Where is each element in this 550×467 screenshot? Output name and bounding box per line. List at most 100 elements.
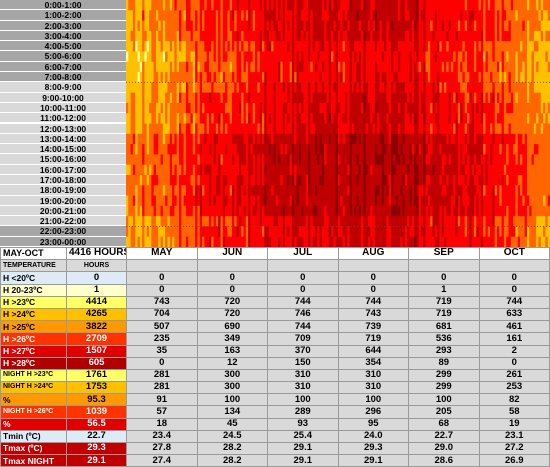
heatmap-cell xyxy=(234,113,237,124)
heatmap-cell xyxy=(130,113,134,124)
heatmap-cell xyxy=(183,164,187,176)
heatmap-cell xyxy=(266,0,270,11)
heatmap-cell xyxy=(241,10,244,21)
heatmap-cell xyxy=(416,205,420,217)
heatmap-cell xyxy=(432,61,436,73)
heatmap-cell xyxy=(391,154,394,166)
heatmap-cell xyxy=(501,30,505,42)
heatmap-cell xyxy=(225,30,228,42)
heatmap-cell xyxy=(538,72,542,83)
heatmap-cell xyxy=(441,236,445,247)
heatmap-cell xyxy=(492,51,496,63)
heatmap-cell xyxy=(287,236,290,247)
heatmap-cell xyxy=(351,133,355,145)
heatmap-cell xyxy=(303,123,307,135)
heatmap-cell xyxy=(423,236,426,247)
heatmap-cell xyxy=(314,123,318,135)
heatmap-cell xyxy=(126,92,129,104)
heatmap-cell xyxy=(423,30,426,42)
heatmap-cell xyxy=(162,164,166,176)
heatmap-cell xyxy=(455,10,459,21)
heatmap-cell xyxy=(460,226,463,238)
heatmap-cell xyxy=(183,10,187,21)
heatmap-cell xyxy=(181,195,184,207)
heatmap-cell xyxy=(476,205,479,217)
heatmap-cell xyxy=(165,226,168,238)
heatmap-cell xyxy=(506,185,509,196)
heatmap-cell xyxy=(485,216,489,227)
heatmap-cell xyxy=(248,41,251,52)
heatmap-cell xyxy=(499,0,502,11)
heatmap-cell xyxy=(326,133,330,145)
heatmap-cell xyxy=(464,10,468,21)
heatmap-cell xyxy=(476,133,479,145)
heatmap-cell xyxy=(374,123,378,135)
heatmap-cell xyxy=(257,154,261,166)
heatmap-cell xyxy=(418,226,422,238)
heatmap-cell xyxy=(232,20,235,32)
heatmap-cell xyxy=(418,102,422,114)
heatmap-cell xyxy=(245,51,249,63)
heatmap-cell xyxy=(202,72,205,83)
heatmap-cell xyxy=(457,185,461,196)
heatmap-cell xyxy=(379,0,383,11)
heatmap-cell xyxy=(222,216,226,227)
heatmap-cell xyxy=(225,195,228,207)
heatmap-cell xyxy=(229,10,233,21)
heatmap-cell xyxy=(238,82,242,94)
heatmap-cell xyxy=(160,133,164,145)
heatmap-cell xyxy=(379,144,383,155)
heatmap-cell xyxy=(301,41,304,52)
heatmap-cell xyxy=(476,236,479,247)
heatmap-cell xyxy=(425,61,429,73)
heatmap-cell xyxy=(533,226,537,238)
heatmap-cell xyxy=(395,51,399,63)
heatmap-cell xyxy=(358,20,362,32)
heatmap-cell xyxy=(324,10,327,21)
heatmap-cell xyxy=(492,61,496,73)
heatmap-cell xyxy=(167,185,171,196)
heatmap-cell xyxy=(411,185,415,196)
heatmap-cell xyxy=(220,102,224,114)
heatmap-cell xyxy=(365,205,369,217)
heatmap-cell xyxy=(227,113,231,124)
heatmap-cell xyxy=(492,216,496,227)
heatmap-cell xyxy=(462,41,466,52)
heatmap-cell xyxy=(264,72,267,83)
heatmap-cell xyxy=(361,236,364,247)
heatmap-cell xyxy=(130,164,134,176)
heatmap-cell xyxy=(287,61,290,73)
heatmap-cell xyxy=(499,144,502,155)
heatmap-cell xyxy=(483,123,486,135)
heatmap-cell xyxy=(280,144,284,155)
heatmap-cell xyxy=(349,113,353,124)
heatmap-cell xyxy=(386,102,390,114)
heatmap-cell xyxy=(462,216,466,227)
heatmap-cell xyxy=(225,174,228,186)
heatmap-cell xyxy=(301,216,304,227)
heatmap-cell xyxy=(340,82,343,94)
heatmap-cell xyxy=(427,82,431,94)
heatmap-cell xyxy=(289,154,293,166)
heatmap-cell xyxy=(379,164,383,176)
heatmap-cell xyxy=(400,216,403,227)
heatmap-cell xyxy=(308,10,311,21)
heatmap-cell xyxy=(188,133,191,145)
heatmap-cell xyxy=(381,226,385,238)
heatmap-cell xyxy=(529,72,532,83)
row-label: H >25ºC xyxy=(0,320,67,334)
heatmap-cell xyxy=(513,185,516,196)
heatmap-cell xyxy=(448,195,452,207)
heatmap-cell xyxy=(508,41,512,52)
heatmap-cell xyxy=(208,216,212,227)
heatmap-cell xyxy=(215,133,219,145)
heatmap-cell xyxy=(135,51,138,63)
heatmap-cell xyxy=(437,154,440,166)
heatmap-cell xyxy=(460,72,463,83)
heatmap-cell xyxy=(204,30,208,42)
heatmap-cell xyxy=(543,164,546,176)
heatmap-cell xyxy=(135,205,138,217)
heatmap-cell xyxy=(471,174,475,186)
heatmap-cell xyxy=(487,82,491,94)
heatmap-cell xyxy=(248,174,251,186)
